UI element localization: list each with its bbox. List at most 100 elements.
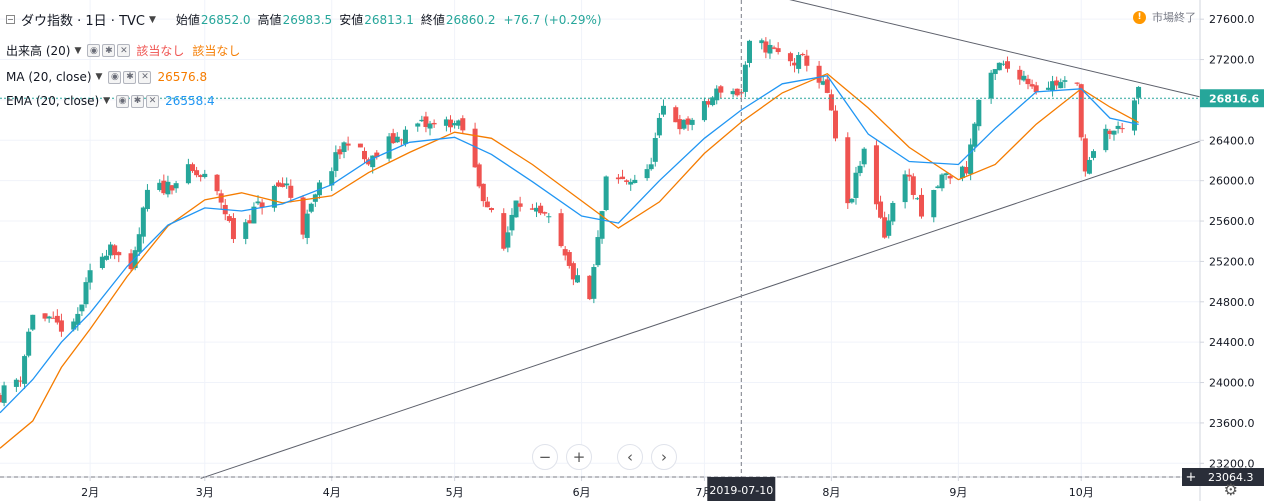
candle-body xyxy=(300,197,306,235)
candle-body xyxy=(202,173,208,178)
candle-body xyxy=(54,315,60,323)
ma-indicator-name[interactable]: MA (20, close) xyxy=(6,70,92,84)
gear-icon[interactable]: ✱ xyxy=(131,94,145,108)
eye-icon[interactable]: ◉ xyxy=(108,70,122,84)
candle-body xyxy=(476,164,482,187)
candle-body xyxy=(828,94,834,111)
candle-body xyxy=(652,138,658,162)
volume-value-2: 該当なし xyxy=(192,44,241,58)
candle-body xyxy=(1091,151,1097,158)
y-tick-label: 26400.0 xyxy=(1209,134,1255,147)
x-tick-label: 2月 xyxy=(81,486,99,499)
candle-body xyxy=(390,133,396,144)
y-tick-label: 23200.0 xyxy=(1209,457,1255,470)
candle-body xyxy=(46,316,52,319)
market-status[interactable]: ! 市場終了 xyxy=(1133,9,1196,25)
candle-body xyxy=(218,193,224,203)
candle-body xyxy=(427,123,433,129)
candle-body xyxy=(804,55,810,66)
candle-body xyxy=(394,136,400,143)
candle-body xyxy=(1082,138,1088,172)
candle-body xyxy=(13,379,19,387)
y-tick-label: 24400.0 xyxy=(1209,336,1255,349)
candle-body xyxy=(595,237,601,266)
candle-body xyxy=(787,53,793,62)
candle-body xyxy=(452,123,458,126)
x-tick-label: 4月 xyxy=(323,486,341,499)
close-icon[interactable]: ✕ xyxy=(138,70,152,84)
candle-body xyxy=(271,185,277,208)
change-value: +76.7 (+0.29%) xyxy=(503,12,602,27)
x-tick-label: 10月 xyxy=(1069,486,1094,499)
candle-body xyxy=(800,54,806,56)
candle-body xyxy=(914,198,920,200)
candle-body xyxy=(370,155,376,168)
candle-body xyxy=(58,320,64,332)
close-icon[interactable]: ✕ xyxy=(146,94,160,108)
settings-gear-icon[interactable]: ⚙ xyxy=(1223,480,1238,499)
collapse-toggle-icon[interactable] xyxy=(6,15,15,24)
candle-body xyxy=(108,244,114,256)
candle-body xyxy=(988,72,994,99)
market-status-label: 市場終了 xyxy=(1152,11,1196,24)
chevron-down-icon[interactable]: ▼ xyxy=(103,96,111,106)
candle-body xyxy=(99,256,105,269)
chevron-down-icon[interactable]: ▼ xyxy=(74,45,82,56)
candle-body xyxy=(734,88,740,96)
candle-body xyxy=(513,200,519,218)
candle-body xyxy=(480,183,486,202)
candle-body xyxy=(824,79,830,93)
gear-icon[interactable]: ✱ xyxy=(123,70,137,84)
candle-body xyxy=(308,203,314,212)
candle-body xyxy=(398,139,404,141)
candle-body xyxy=(931,189,937,218)
candle-body xyxy=(1050,81,1056,91)
candle-body xyxy=(1062,80,1068,82)
low-label: 安値 xyxy=(339,13,364,27)
candle-body xyxy=(718,86,724,93)
candle-body xyxy=(214,174,220,192)
candle-body xyxy=(169,185,175,191)
candle-body xyxy=(570,263,576,280)
chevron-down-icon[interactable]: ▼ xyxy=(95,72,103,82)
candle-body xyxy=(50,317,56,319)
zoom-in-button[interactable]: + xyxy=(566,444,592,470)
candle-body xyxy=(1119,128,1125,130)
gear-icon[interactable]: ✱ xyxy=(102,44,116,57)
candle-body xyxy=(767,44,773,54)
candle-body xyxy=(1111,130,1117,135)
chevron-down-icon[interactable]: ▼ xyxy=(148,14,156,25)
candle-body xyxy=(79,304,85,312)
candle-body xyxy=(517,203,523,207)
eye-icon[interactable]: ◉ xyxy=(87,44,101,57)
volume-indicator-name[interactable]: 出来高 (20) xyxy=(6,44,71,58)
candle-body xyxy=(759,40,765,44)
symbol-title[interactable]: ダウ指数 · 1日 · TVC xyxy=(21,14,145,29)
candle-body xyxy=(1017,69,1023,80)
candle-body xyxy=(775,48,781,53)
candle-body xyxy=(902,174,908,203)
ema-value: 26558.4 xyxy=(165,94,215,108)
close-icon[interactable]: ✕ xyxy=(117,44,131,57)
zoom-out-button[interactable]: − xyxy=(532,444,558,470)
scroll-left-button[interactable]: ‹ xyxy=(617,444,643,470)
candle-body xyxy=(30,314,36,330)
ma-value: 26576.8 xyxy=(157,70,208,84)
candle-body xyxy=(599,211,605,239)
eye-icon[interactable]: ◉ xyxy=(116,94,130,108)
candle-body xyxy=(284,183,290,186)
candle-body xyxy=(566,252,572,266)
candle-body xyxy=(17,380,23,382)
candle-body xyxy=(419,119,425,122)
candle-body xyxy=(574,275,580,283)
candle-body xyxy=(1136,86,1142,98)
candle-body xyxy=(144,189,150,210)
ema-indicator-name[interactable]: EMA (20, close) xyxy=(6,94,100,108)
candle-body xyxy=(173,183,179,189)
scroll-right-button[interactable]: › xyxy=(651,444,677,470)
candle-body xyxy=(362,150,368,160)
candle-body xyxy=(714,88,720,101)
candle-body xyxy=(374,152,380,158)
candle-body xyxy=(1115,125,1121,129)
